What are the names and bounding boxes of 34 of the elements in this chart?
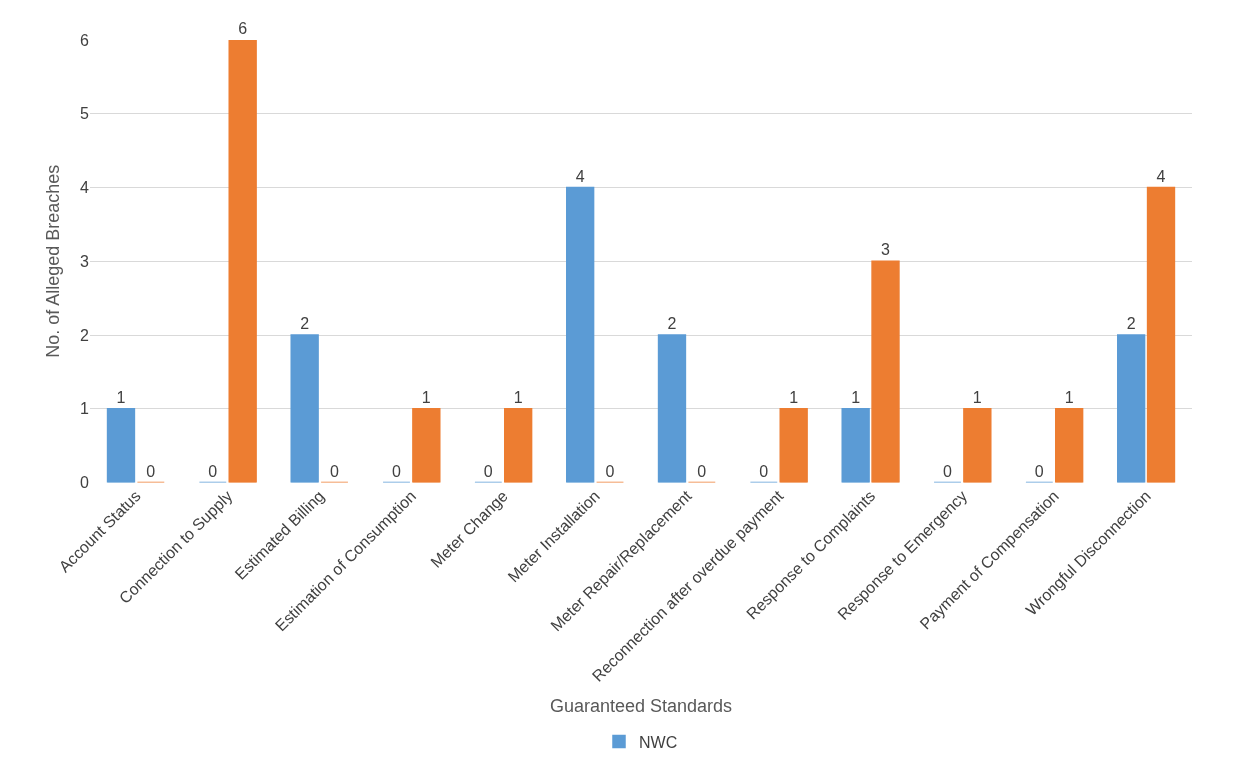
data-label: 1 xyxy=(421,388,431,406)
data-label: 6 xyxy=(238,20,248,37)
data-label: 0 xyxy=(605,462,615,480)
data-label: 0 xyxy=(146,462,156,480)
data-label: 0 xyxy=(391,462,401,480)
data-label: 0 xyxy=(1034,462,1044,480)
legend-label: NWC xyxy=(639,733,678,751)
data-label: 1 xyxy=(851,388,861,406)
y-tick-label: 6 xyxy=(80,31,90,49)
data-label: 1 xyxy=(513,388,523,406)
data-label: 2 xyxy=(1126,315,1136,333)
data-label: 1 xyxy=(789,388,799,406)
y-axis-title: No. of Alleged Breaches xyxy=(43,164,64,358)
data-label: 1 xyxy=(972,388,982,406)
y-tick-label: 1 xyxy=(80,400,90,418)
y-tick-label: 5 xyxy=(80,105,90,123)
data-label: 4 xyxy=(1156,167,1166,185)
data-label: 1 xyxy=(116,388,126,406)
y-tick-label: 3 xyxy=(80,252,90,270)
y-tick-label: 4 xyxy=(80,179,90,197)
y-tick-label: 2 xyxy=(80,326,90,344)
y-tick-label: 0 xyxy=(80,474,90,492)
data-label: 0 xyxy=(330,462,340,480)
data-label: 0 xyxy=(942,462,952,480)
data-label: 1 xyxy=(1064,388,1074,406)
data-label: 2 xyxy=(300,315,310,333)
data-label: 4 xyxy=(575,167,585,185)
data-label: 2 xyxy=(667,315,677,333)
data-label: 0 xyxy=(483,462,493,480)
data-label: 3 xyxy=(881,241,891,259)
data-label: 0 xyxy=(759,462,769,480)
data-label: 0 xyxy=(208,462,218,480)
x-axis-title: Guaranteed Standards xyxy=(549,695,733,716)
data-label: 0 xyxy=(697,462,707,480)
